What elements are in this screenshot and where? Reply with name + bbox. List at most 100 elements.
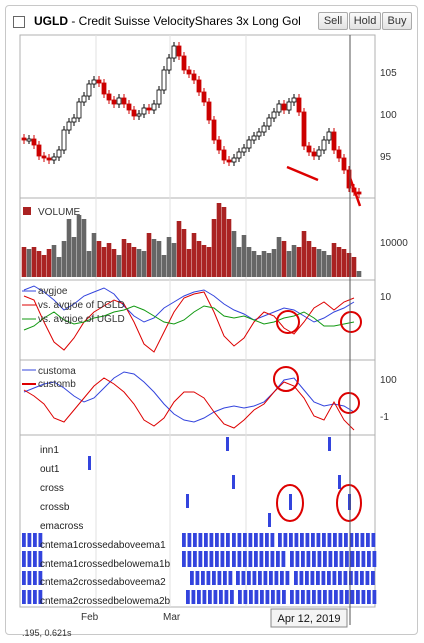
signal-cntema1below [232, 551, 236, 567]
coords-readout: .195, 0.621s [22, 628, 72, 638]
chart-title: UGLD - Credit Suisse VelocityShares 3x L… [34, 14, 319, 28]
vs-avgjoe-dgld-line [23, 291, 355, 353]
signal-cntema1below [295, 551, 300, 567]
signal-cntema1below [248, 551, 253, 567]
volume-bar [196, 241, 202, 277]
signal-cntema2below [290, 590, 294, 604]
signal-cntema1above [38, 533, 43, 547]
volume-bar [36, 251, 42, 277]
volume-bar [211, 219, 217, 277]
select-checkbox[interactable] [13, 16, 25, 28]
legend-customa: customa [38, 366, 76, 377]
volume-bar [71, 237, 77, 277]
signal-cntema1below [33, 551, 37, 567]
volume-bar [181, 229, 187, 277]
signal-out1 [88, 456, 91, 470]
volume-bar [166, 237, 172, 277]
signal-cntema1above [187, 533, 192, 547]
signal-cntema1below [215, 551, 219, 567]
signal-cntema2below [197, 590, 201, 604]
volume-bar [346, 253, 352, 277]
volume-bar [161, 255, 167, 277]
signal-cntema2below [254, 590, 259, 604]
volume-bar [271, 249, 277, 277]
signal-cntema1above [344, 533, 348, 547]
signal-cross [232, 475, 235, 489]
volume-bar [206, 247, 212, 277]
vs-avgjoe-ugld-line [23, 305, 355, 331]
candle-body [161, 69, 167, 91]
signal-cntema1below [187, 551, 192, 567]
signal-cntema2below [323, 590, 327, 604]
volume-bar [91, 233, 97, 277]
hold-button[interactable]: Hold [349, 12, 381, 30]
volume-bar [226, 219, 232, 277]
signal-cntema2above [263, 571, 268, 585]
signal-cntema1below [306, 551, 311, 567]
annotation-circle-custom-2 [338, 392, 360, 414]
signal-cntema1below [367, 551, 371, 567]
volume-bar [331, 243, 337, 277]
volume-bar [51, 245, 57, 277]
volume-bar [146, 233, 152, 277]
signal-cntema1below [312, 551, 316, 567]
signal-cntema2below [208, 590, 212, 604]
signal-cntema2below [306, 590, 311, 604]
candle-body [326, 131, 332, 141]
signal-cntema2above [371, 571, 375, 585]
signal-label-cross: cross [40, 483, 64, 494]
signal-cntema1above [270, 533, 275, 547]
signal-cntema2above [316, 571, 320, 585]
candle-body [171, 45, 177, 59]
signal-cntema1below [372, 551, 377, 567]
candle-body [141, 107, 147, 115]
candle-body [36, 144, 42, 157]
candle-body [86, 83, 92, 97]
candle-body [196, 79, 202, 93]
cursor-date-box [270, 608, 348, 628]
candle-body [246, 139, 252, 149]
volume-bar [301, 231, 307, 277]
signal-cntema1above [371, 533, 376, 547]
signal-label-cntema2above: cntema2crossedaboveema2 [40, 577, 166, 588]
signal-cntema1below [350, 551, 355, 567]
candle-body [296, 97, 302, 113]
signal-cntema1above [305, 533, 310, 547]
avgjoe-line [23, 285, 355, 323]
candle-body [301, 111, 307, 147]
signal-cntema1above [289, 533, 293, 547]
signal-cntema1above [294, 533, 299, 547]
volume-bar [256, 255, 262, 277]
signal-cntema1above [259, 533, 264, 547]
signal-cntema2below [328, 590, 333, 604]
signal-cntema1above [265, 533, 269, 547]
candle-body [226, 159, 232, 163]
signal-cntema1above [27, 533, 32, 547]
volume-bar [46, 249, 52, 277]
signal-cntema1above [254, 533, 258, 547]
signal-cntema2above [285, 571, 290, 585]
buy-button[interactable]: Buy [382, 12, 412, 30]
avgjoe-scale-label: 10 [380, 292, 392, 303]
volume-bar [221, 207, 227, 277]
signal-cntema2above [294, 571, 298, 585]
signal-cntema2above [241, 571, 246, 585]
signal-cntema1below [237, 551, 242, 567]
candle-body [46, 157, 52, 161]
signal-cntema2below [33, 590, 37, 604]
volume-bar [131, 247, 137, 277]
signal-cntema2above [22, 571, 26, 585]
customb-line [23, 377, 355, 431]
signal-cntema1above [22, 533, 26, 547]
volume-legend-swatch [23, 207, 31, 215]
candle-body [121, 97, 127, 105]
signal-cntema1below [356, 551, 360, 567]
signal-cntema2above [33, 571, 37, 585]
signal-cntema1below [328, 551, 333, 567]
signal-inn1 [328, 437, 331, 451]
sell-button[interactable]: Sell [318, 12, 348, 30]
signal-cntema2below [243, 590, 248, 604]
volume-bar [216, 203, 222, 277]
candle-body [306, 145, 312, 153]
